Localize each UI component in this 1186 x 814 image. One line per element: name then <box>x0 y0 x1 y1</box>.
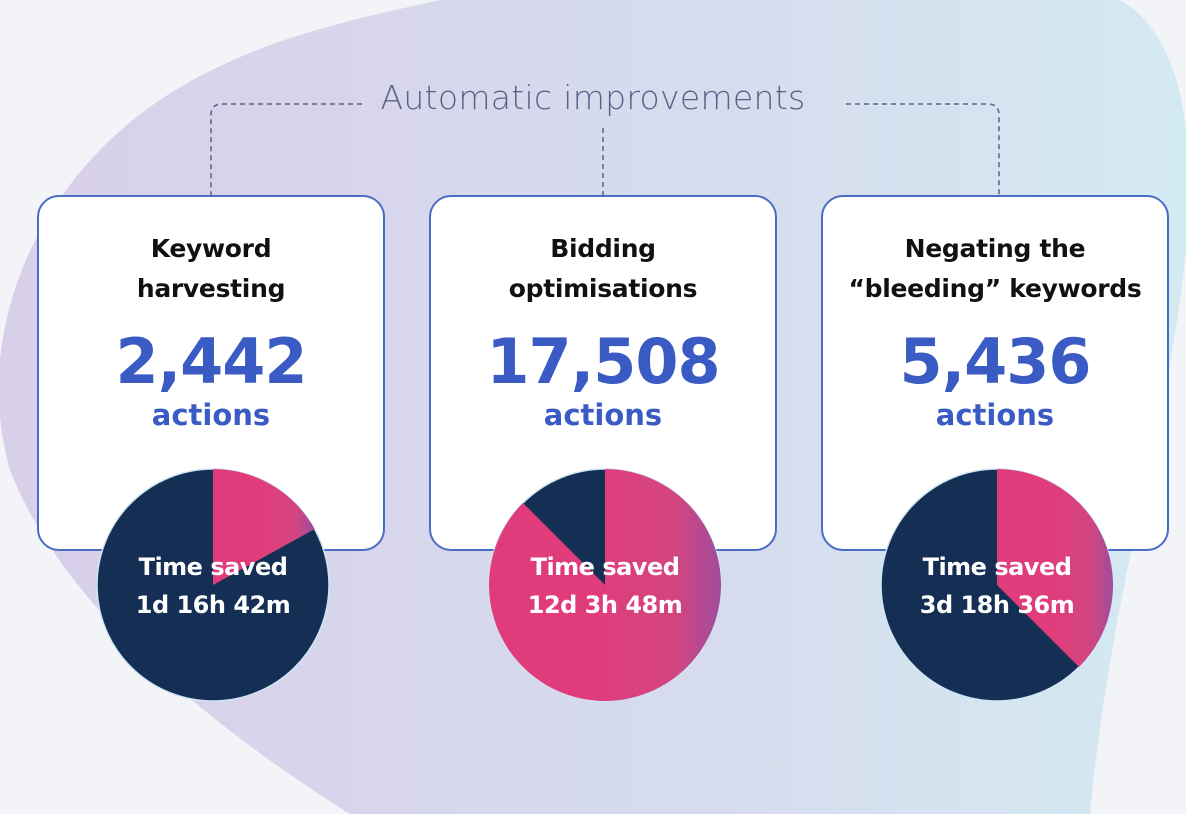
time-saved-label: Time saved <box>138 553 288 581</box>
card-keyword-harvesting: Keyword harvesting 2,442 actions <box>37 195 385 551</box>
label-line2: harvesting <box>136 274 286 303</box>
pie-chart-time-saved <box>96 468 330 702</box>
action-unit: actions <box>935 398 1055 432</box>
action-count: 2,442 <box>115 325 307 398</box>
pie-chart-time-saved <box>880 468 1114 702</box>
card-label: Negating the “bleeding” keywords <box>823 229 1167 309</box>
action-unit: actions <box>151 398 271 432</box>
pie-slice-time-saved <box>213 469 315 585</box>
action-unit: actions <box>543 398 663 432</box>
label-line2: optimisations <box>508 274 698 303</box>
label-line1: Keyword <box>150 234 272 263</box>
time-saved-value: 1d 16h 42m <box>135 591 291 619</box>
label-line1: Bidding <box>550 234 656 263</box>
action-count: 17,508 <box>486 325 720 398</box>
time-saved-value: 12d 3h 48m <box>527 591 683 619</box>
time-saved-text: Time saved 3d 18h 36m <box>879 548 1115 624</box>
label-line2: “bleeding” keywords <box>848 274 1142 303</box>
pie-chart-time-saved <box>488 468 722 702</box>
time-saved-value: 3d 18h 36m <box>919 591 1075 619</box>
page-title: Automatic improvements <box>0 78 1186 117</box>
time-saved-text: Time saved 12d 3h 48m <box>487 548 723 624</box>
time-saved-label: Time saved <box>530 553 680 581</box>
card-label: Keyword harvesting <box>39 229 383 309</box>
action-count: 5,436 <box>899 325 1091 398</box>
label-line1: Negating the <box>904 234 1086 263</box>
time-saved-label: Time saved <box>922 553 1072 581</box>
time-saved-text: Time saved 1d 16h 42m <box>95 548 331 624</box>
pie-slice-time-saved <box>997 469 1113 668</box>
title-text: Automatic improvements <box>380 78 806 117</box>
card-label: Bidding optimisations <box>431 229 775 309</box>
pie-slice-time-saved <box>489 469 721 701</box>
